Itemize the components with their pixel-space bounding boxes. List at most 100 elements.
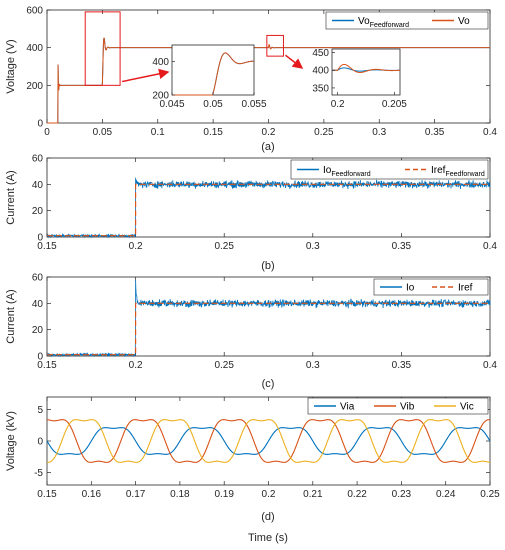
y-tick-label: 40 [32, 180, 44, 191]
legend-label: Vib [400, 402, 415, 413]
y-tick-label: 20 [32, 206, 44, 217]
x-tick-label: 0.35 [392, 241, 412, 252]
y-tick-label: 5 [37, 405, 43, 416]
legend-label: IoFeedforward [323, 165, 371, 178]
legend-main: Vic [460, 402, 474, 413]
legend-main: Iref [431, 165, 446, 176]
legend-label: Vo [458, 16, 470, 27]
x-tick-label: 0.2 [262, 127, 276, 138]
series-line [46, 419, 491, 463]
y-axis-label: Voltage (kV) [5, 411, 17, 471]
y-tick-label: 0 [37, 119, 43, 130]
x-tick-label: 0.15 [37, 241, 57, 252]
series-line [46, 427, 491, 455]
legend-main: Iref [458, 283, 473, 294]
zoom-arrow [121, 68, 170, 83]
inset-y-tick-label: 400 [152, 57, 169, 68]
inset-x-tick-label: 0.045 [159, 99, 184, 110]
legend-main: Vib [400, 402, 415, 413]
legend-label: Vic [460, 402, 474, 413]
series-line [47, 302, 490, 356]
panel-caption: (c) [262, 378, 275, 390]
legend: Io Iref [373, 278, 489, 296]
x-tick-label: 0.2 [262, 489, 276, 500]
x-tick-label: 0.21 [303, 489, 323, 500]
legend-label: IrefFeedforward [431, 165, 485, 178]
y-axis-label: Voltage (V) [5, 39, 17, 93]
x-tick-label: 0.3 [372, 127, 386, 138]
x-tick-label: 0.2 [129, 241, 143, 252]
legend-box [325, 11, 489, 30]
panel-caption: (a) [261, 141, 274, 153]
legend-subscript: Feedforward [370, 22, 409, 29]
x-tick-label: 0.15 [37, 360, 57, 371]
legend: IoFeedforward IrefFeedforward [290, 159, 489, 180]
x-tick-label: 0.25 [314, 127, 334, 138]
x-tick-label: 0.4 [483, 360, 497, 371]
x-tick-label: 0.22 [347, 489, 367, 500]
legend-main: Via [340, 402, 355, 413]
x-tick-label: 0.18 [170, 489, 190, 500]
panel-caption: (d) [261, 511, 274, 523]
inset-x-tick-label: 0.205 [382, 99, 407, 110]
panel-caption: (b) [261, 260, 274, 272]
legend-subscript: Feedforward [331, 171, 370, 178]
series-line [46, 419, 491, 463]
inset-y-tick-label: 350 [312, 83, 329, 94]
x-tick-label: 0.17 [126, 489, 146, 500]
y-tick-label: -5 [34, 468, 43, 479]
panel-b: 0.15 0.2 0.25 0.3 0.35 0.4 0 20 40 60 Current (A) (… [5, 154, 497, 273]
legend-main: Vo [358, 16, 370, 27]
legend-box [307, 397, 489, 415]
zoom-arrow [284, 54, 304, 69]
y-axis-label: Current (A) [5, 170, 17, 224]
legend-main: Io [406, 283, 415, 294]
x-tick-label: 0 [44, 127, 50, 138]
y-tick-label: 40 [32, 299, 44, 310]
y-tick-label: 0 [37, 233, 43, 244]
legend-box [290, 159, 489, 180]
y-tick-label: 0 [37, 352, 43, 363]
x-tick-label: 0.3 [306, 241, 320, 252]
y-tick-label: 60 [32, 273, 44, 284]
y-tick-label: 600 [26, 6, 43, 17]
x-tick-label: 0.35 [425, 127, 445, 138]
y-tick-label: 60 [32, 154, 44, 165]
inset-x-tick-label: 0.055 [241, 99, 266, 110]
y-tick-label: 200 [26, 81, 43, 92]
legend-label: Iref [458, 283, 473, 294]
inset-plot-area [331, 48, 401, 96]
x-tick-label: 0.25 [214, 360, 234, 371]
y-axis-label: Current (A) [5, 289, 17, 343]
inset-y-tick-label: 200 [152, 91, 169, 102]
inset-y-tick-label: 450 [312, 48, 329, 59]
x-tick-label: 0.2 [129, 360, 143, 371]
x-tick-label: 0.4 [483, 127, 497, 138]
legend: VoFeedforward Vo [325, 11, 489, 30]
inset-x-tick-label: 0.2 [331, 99, 345, 110]
legend-box [373, 278, 489, 296]
x-tick-label: 0.16 [82, 489, 102, 500]
x-axis-label: Time (s) [248, 532, 288, 544]
inset-y-tick-label: 400 [312, 66, 329, 77]
x-tick-label: 0.05 [93, 127, 113, 138]
x-tick-label: 0.24 [436, 489, 456, 500]
y-tick-label: 0 [37, 437, 43, 448]
legend-main: Vo [458, 16, 470, 27]
zoom-region-box [84, 11, 121, 86]
x-tick-label: 0.15 [203, 127, 223, 138]
legend: Via Vib Vic [307, 397, 489, 415]
x-tick-label: 0.23 [392, 489, 412, 500]
legend-label: Via [340, 402, 355, 413]
zoom-region-box [266, 34, 284, 57]
legend-label: VoFeedforward [358, 16, 409, 29]
series-line [47, 37, 490, 124]
legend-main: Io [323, 165, 332, 176]
inset-plot-area [171, 44, 255, 96]
x-tick-label: 0.35 [392, 360, 412, 371]
x-tick-label: 0.25 [214, 241, 234, 252]
panel-a: 0 0.05 0.1 0.15 0.2 0.25 0.3 0.35 0.4 0 200 400 600 V… [5, 6, 497, 154]
legend-subscript: Feedforward [445, 171, 484, 178]
panel-d: 0.15 0.16 0.17 0.18 0.19 0.2 0.21 0.22 0.23 0.24 0… [5, 396, 500, 544]
